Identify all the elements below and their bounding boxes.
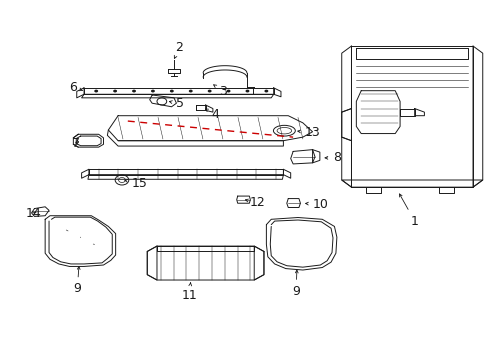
Circle shape	[207, 90, 211, 93]
Text: 9: 9	[291, 270, 300, 298]
Text: 9: 9	[73, 266, 81, 296]
Text: 12: 12	[245, 196, 264, 209]
Circle shape	[132, 90, 136, 93]
Circle shape	[169, 90, 173, 93]
Text: 8: 8	[325, 151, 340, 165]
Circle shape	[245, 90, 249, 93]
Text: 10: 10	[305, 198, 328, 211]
Circle shape	[226, 90, 230, 93]
Circle shape	[94, 90, 98, 93]
Text: 11: 11	[181, 283, 197, 302]
Text: 4: 4	[205, 108, 219, 121]
Circle shape	[188, 90, 192, 93]
Text: 13: 13	[297, 126, 320, 139]
Circle shape	[151, 90, 155, 93]
Circle shape	[264, 90, 268, 93]
Text: 5: 5	[169, 98, 184, 111]
Text: 6: 6	[69, 81, 82, 94]
Text: 15: 15	[124, 177, 147, 190]
Text: 3: 3	[213, 85, 226, 98]
Text: 14: 14	[26, 207, 41, 220]
Text: 2: 2	[174, 41, 183, 58]
Text: 7: 7	[72, 137, 80, 150]
Circle shape	[113, 90, 117, 93]
Text: 1: 1	[399, 194, 418, 228]
